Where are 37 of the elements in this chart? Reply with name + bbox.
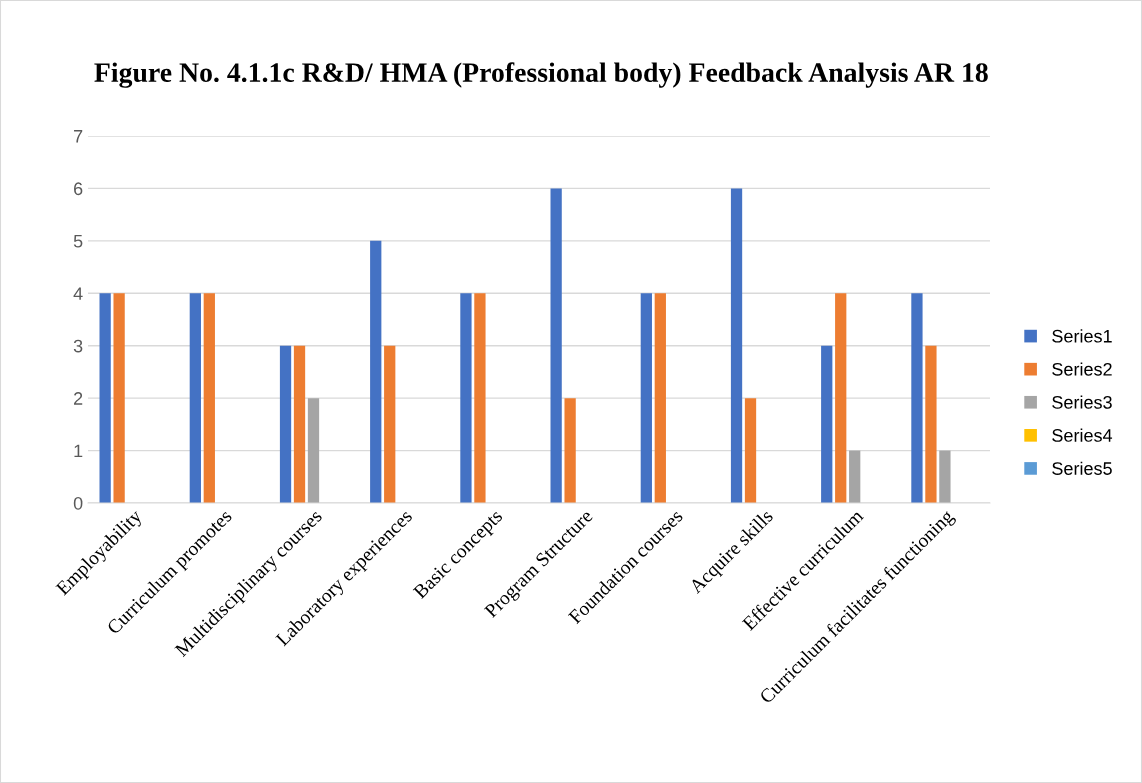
bar: [474, 293, 486, 503]
y-tick-label: 0: [73, 496, 83, 510]
y-tick-label: 7: [74, 130, 83, 143]
bar: [279, 345, 292, 503]
bar: [99, 293, 111, 503]
bar: [203, 293, 215, 503]
bar: [654, 293, 666, 503]
legend-label: Series3: [1052, 395, 1112, 409]
y-tick-label: 6: [74, 182, 83, 196]
bar: [730, 188, 743, 503]
bar: [293, 345, 306, 503]
bar: [384, 345, 396, 503]
bar: [744, 398, 757, 503]
legend-label: Series4: [1052, 428, 1113, 442]
legend-label: Series1: [1052, 329, 1112, 343]
bar: [550, 188, 562, 503]
chart-title: Figure No. 4.1.1c R&D/ HMA (Professional body) Feedback Analysis AR 18: [94, 62, 988, 88]
y-tick-label: 2: [74, 392, 83, 405]
legend-label: Series2: [1052, 362, 1112, 376]
bar: [113, 293, 125, 503]
bar: [939, 450, 951, 503]
bar: [911, 293, 923, 503]
bar: [835, 293, 847, 503]
bar: [460, 293, 472, 503]
bar: [821, 345, 833, 503]
legend-label: Series5: [1052, 461, 1112, 475]
bar: [564, 398, 576, 503]
bar: [849, 450, 861, 503]
y-tick-label: 5: [73, 234, 83, 248]
y-tick-label: 3: [73, 339, 83, 353]
bar: [370, 240, 382, 503]
y-tick-label: 4: [73, 287, 83, 300]
y-tick-label: 1: [74, 444, 83, 458]
bar: [640, 293, 652, 503]
bar: [307, 398, 320, 503]
bar: [189, 293, 201, 503]
bar: [925, 345, 937, 503]
